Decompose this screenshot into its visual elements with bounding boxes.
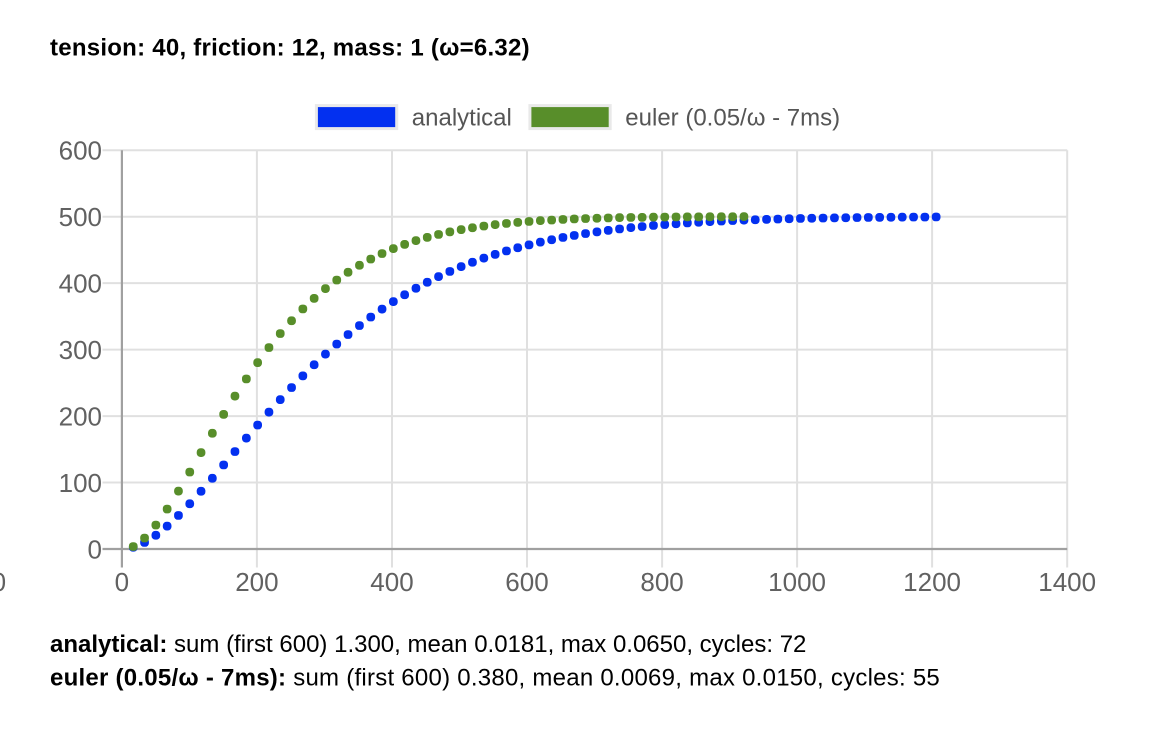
svg-text:analytical: sum (first 600) 1.: analytical: sum (first 600) 1.300, mean …: [50, 631, 806, 658]
svg-text:1000: 1000: [768, 567, 826, 597]
svg-text:0: 0: [88, 534, 102, 564]
svg-text:600: 600: [59, 136, 102, 166]
svg-text:200: 200: [59, 402, 102, 432]
svg-text:tension: 40, friction: 12, mas: tension: 40, friction: 12, mass: 1 (ω=6.…: [50, 35, 530, 62]
svg-text:600: 600: [505, 567, 548, 597]
svg-text:200: 200: [235, 567, 278, 597]
svg-text:euler (0.05/ω - 7ms): sum (fir: euler (0.05/ω - 7ms): sum (first 600) 0.…: [50, 664, 940, 691]
svg-text:0: 0: [115, 567, 129, 597]
svg-text:euler (0.05/ω - 7ms): euler (0.05/ω - 7ms): [625, 105, 840, 132]
svg-text:300: 300: [59, 335, 102, 365]
svg-text:400: 400: [370, 567, 413, 597]
svg-text:analytical: analytical: [412, 105, 512, 132]
svg-text:100: 100: [59, 468, 102, 498]
svg-text:-200: -200: [0, 567, 6, 597]
svg-text:400: 400: [59, 269, 102, 299]
svg-text:1200: 1200: [903, 567, 961, 597]
svg-text:500: 500: [59, 202, 102, 232]
svg-text:1400: 1400: [1038, 567, 1096, 597]
svg-text:800: 800: [640, 567, 683, 597]
